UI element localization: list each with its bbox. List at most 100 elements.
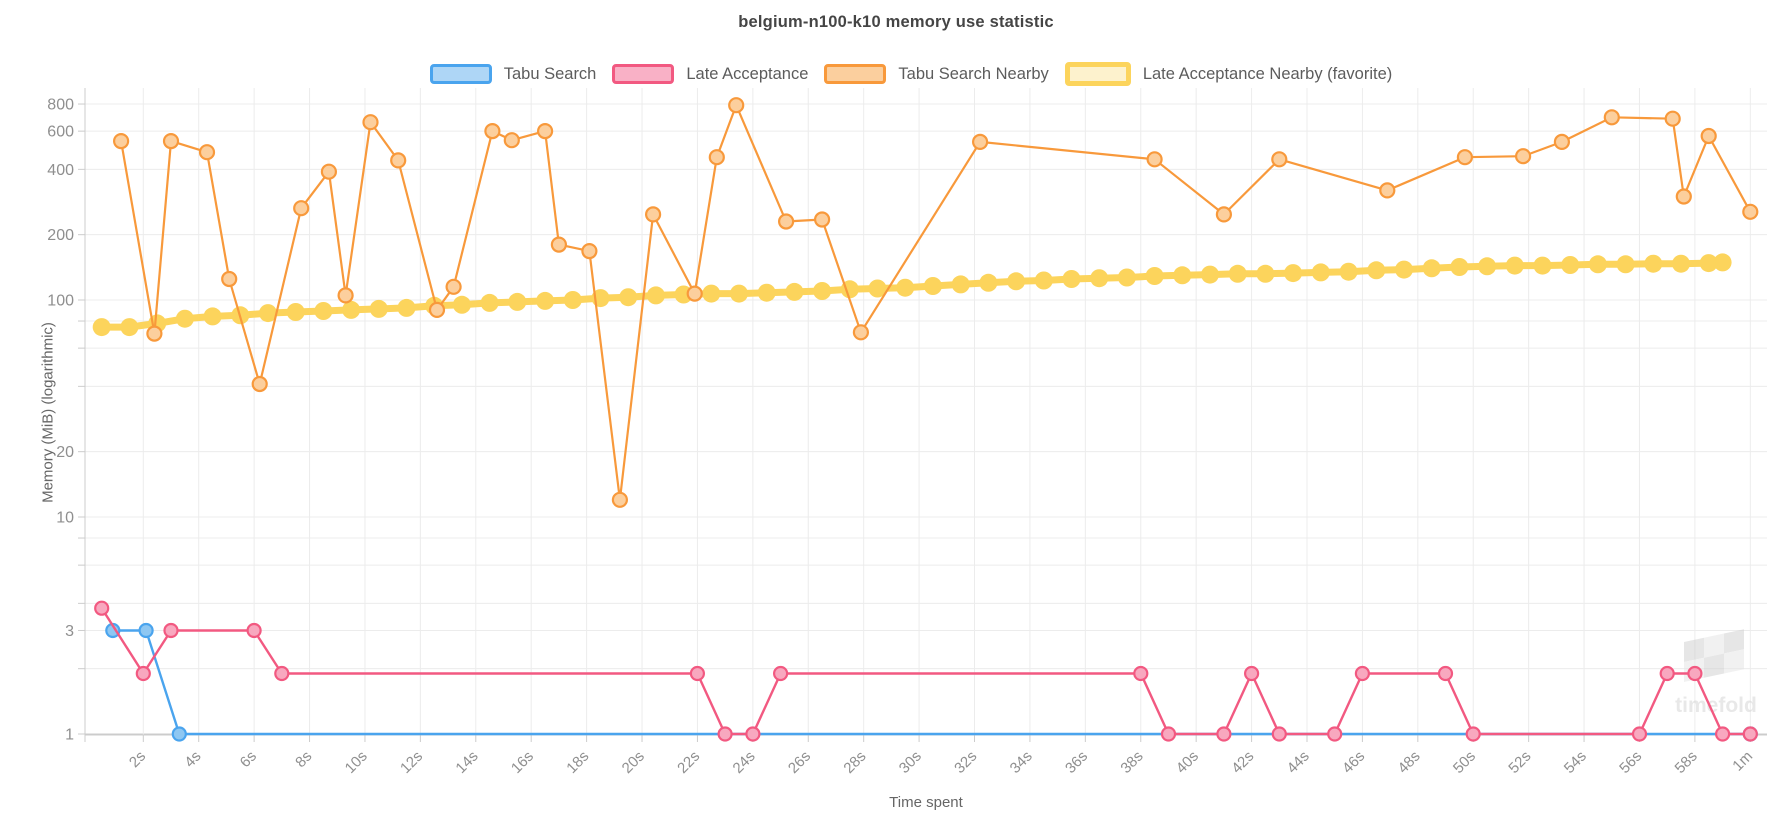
point-tabu-search-nearby[interactable]: [484, 123, 501, 140]
point-late-acceptance[interactable]: [1327, 726, 1343, 742]
point-late-acceptance[interactable]: [246, 622, 262, 639]
point-tabu-search-nearby[interactable]: [1271, 151, 1288, 168]
point-late-acceptance-nearby-favorite[interactable]: [1672, 254, 1690, 273]
point-late-acceptance-nearby-favorite[interactable]: [342, 300, 361, 319]
point-late-acceptance-nearby-favorite[interactable]: [203, 307, 222, 326]
point-late-acceptance-nearby-favorite[interactable]: [397, 298, 416, 317]
point-tabu-search-nearby[interactable]: [1675, 188, 1692, 205]
point-late-acceptance-nearby-favorite[interactable]: [923, 277, 942, 295]
point-tabu-search-nearby[interactable]: [852, 324, 870, 341]
point-late-acceptance-nearby-favorite[interactable]: [785, 282, 804, 301]
point-late-acceptance-nearby-favorite[interactable]: [757, 283, 776, 302]
point-late-acceptance[interactable]: [717, 726, 733, 742]
point-tabu-search-nearby[interactable]: [198, 144, 216, 161]
point-tabu-search-nearby[interactable]: [251, 375, 268, 393]
point-tabu-search-nearby[interactable]: [146, 325, 163, 342]
point-tabu-search-nearby[interactable]: [1603, 109, 1620, 126]
point-tabu-search-nearby[interactable]: [293, 200, 310, 217]
point-late-acceptance-nearby-favorite[interactable]: [1090, 269, 1109, 288]
point-late-acceptance-nearby-favorite[interactable]: [452, 295, 471, 314]
point-late-acceptance[interactable]: [1271, 726, 1287, 742]
point-tabu-search-nearby[interactable]: [686, 285, 703, 302]
point-tabu-search-nearby[interactable]: [644, 206, 662, 223]
point-late-acceptance[interactable]: [135, 665, 151, 682]
point-late-acceptance-nearby-favorite[interactable]: [1561, 256, 1580, 274]
point-late-acceptance[interactable]: [1687, 665, 1703, 682]
point-late-acceptance-nearby-favorite[interactable]: [1228, 264, 1247, 283]
point-late-acceptance-nearby-favorite[interactable]: [1007, 272, 1026, 291]
point-late-acceptance[interactable]: [1659, 665, 1675, 682]
point-late-acceptance[interactable]: [1631, 726, 1648, 742]
point-tabu-search-nearby[interactable]: [1215, 206, 1233, 223]
point-late-acceptance[interactable]: [1216, 726, 1232, 742]
point-tabu-search-nearby[interactable]: [1514, 148, 1532, 165]
point-late-acceptance-nearby-favorite[interactable]: [1034, 271, 1053, 290]
point-tabu-search-nearby[interactable]: [536, 123, 554, 140]
point-late-acceptance[interactable]: [94, 600, 110, 616]
point-tabu-search-nearby[interactable]: [1664, 110, 1681, 127]
point-late-acceptance-nearby-favorite[interactable]: [951, 275, 970, 294]
point-tabu-search-nearby[interactable]: [550, 236, 568, 253]
point-late-acceptance[interactable]: [1354, 665, 1371, 682]
point-late-acceptance-nearby-favorite[interactable]: [1395, 260, 1413, 279]
point-tabu-search-nearby[interactable]: [708, 149, 725, 166]
point-tabu-search-nearby[interactable]: [777, 213, 795, 230]
point-tabu-search-nearby[interactable]: [1146, 151, 1163, 168]
point-late-acceptance-nearby-favorite[interactable]: [286, 303, 305, 321]
point-late-acceptance-nearby-favorite[interactable]: [702, 284, 721, 303]
point-late-acceptance-nearby-favorite[interactable]: [259, 304, 277, 323]
point-late-acceptance-nearby-favorite[interactable]: [1117, 268, 1136, 287]
point-tabu-search-nearby[interactable]: [503, 132, 520, 149]
point-late-acceptance-nearby-favorite[interactable]: [120, 318, 139, 337]
point-tabu-search-nearby[interactable]: [390, 152, 407, 169]
point-tabu-search-nearby[interactable]: [611, 491, 629, 508]
point-tabu-search-nearby[interactable]: [728, 97, 745, 114]
legend-item-late-acceptance[interactable]: Late Acceptance: [612, 64, 808, 84]
point-late-acceptance[interactable]: [689, 665, 706, 682]
point-tabu-search-nearby[interactable]: [1742, 203, 1759, 220]
point-tabu-search-nearby[interactable]: [162, 133, 180, 150]
point-late-acceptance-nearby-favorite[interactable]: [1201, 265, 1219, 284]
point-late-acceptance[interactable]: [1160, 726, 1177, 742]
point-late-acceptance[interactable]: [1714, 726, 1731, 742]
point-tabu-search-nearby[interactable]: [1553, 133, 1571, 150]
point-late-acceptance-nearby-favorite[interactable]: [1284, 264, 1303, 283]
point-late-acceptance-nearby-favorite[interactable]: [730, 284, 748, 303]
point-late-acceptance-nearby-favorite[interactable]: [1062, 270, 1081, 288]
point-tabu-search-nearby[interactable]: [813, 211, 831, 228]
point-late-acceptance-nearby-favorite[interactable]: [1311, 263, 1330, 282]
point-tabu-search-nearby[interactable]: [971, 133, 989, 150]
point-late-acceptance-nearby-favorite[interactable]: [1422, 259, 1441, 278]
point-tabu-search[interactable]: [138, 622, 154, 639]
point-late-acceptance-nearby-favorite[interactable]: [480, 293, 499, 312]
point-tabu-search-nearby[interactable]: [581, 243, 598, 260]
point-tabu-search-nearby[interactable]: [428, 301, 446, 318]
point-late-acceptance-nearby-favorite[interactable]: [369, 299, 388, 318]
point-late-acceptance-nearby-favorite[interactable]: [1173, 266, 1192, 285]
legend-item-late-acceptance-nearby-favorite[interactable]: Late Acceptance Nearby (favorite): [1064, 62, 1392, 86]
point-late-acceptance-nearby-favorite[interactable]: [536, 291, 555, 310]
point-late-acceptance-nearby-favorite[interactable]: [1505, 256, 1524, 275]
point-late-acceptance-nearby-favorite[interactable]: [619, 288, 638, 307]
point-late-acceptance-nearby-favorite[interactable]: [1367, 261, 1386, 280]
point-late-acceptance[interactable]: [1243, 665, 1260, 682]
point-late-acceptance[interactable]: [1742, 726, 1758, 742]
point-late-acceptance-nearby-favorite[interactable]: [563, 291, 582, 309]
point-late-acceptance[interactable]: [1133, 665, 1149, 682]
point-late-acceptance-nearby-favorite[interactable]: [1713, 253, 1732, 272]
point-tabu-search-nearby[interactable]: [1456, 149, 1474, 166]
point-late-acceptance-nearby-favorite[interactable]: [314, 302, 333, 320]
point-late-acceptance-nearby-favorite[interactable]: [868, 279, 887, 298]
point-late-acceptance-nearby-favorite[interactable]: [1588, 255, 1607, 274]
point-late-acceptance[interactable]: [1465, 726, 1481, 742]
point-tabu-search-nearby[interactable]: [112, 133, 130, 150]
point-late-acceptance-nearby-favorite[interactable]: [92, 318, 111, 337]
point-late-acceptance-nearby-favorite[interactable]: [1450, 258, 1469, 276]
point-late-acceptance-nearby-favorite[interactable]: [1616, 255, 1635, 274]
point-late-acceptance-nearby-favorite[interactable]: [1339, 262, 1358, 281]
point-late-acceptance-nearby-favorite[interactable]: [1256, 264, 1275, 283]
point-late-acceptance[interactable]: [745, 726, 761, 742]
point-tabu-search-nearby[interactable]: [1379, 182, 1396, 199]
point-late-acceptance-nearby-favorite[interactable]: [175, 309, 194, 328]
point-tabu-search-nearby[interactable]: [445, 278, 462, 295]
